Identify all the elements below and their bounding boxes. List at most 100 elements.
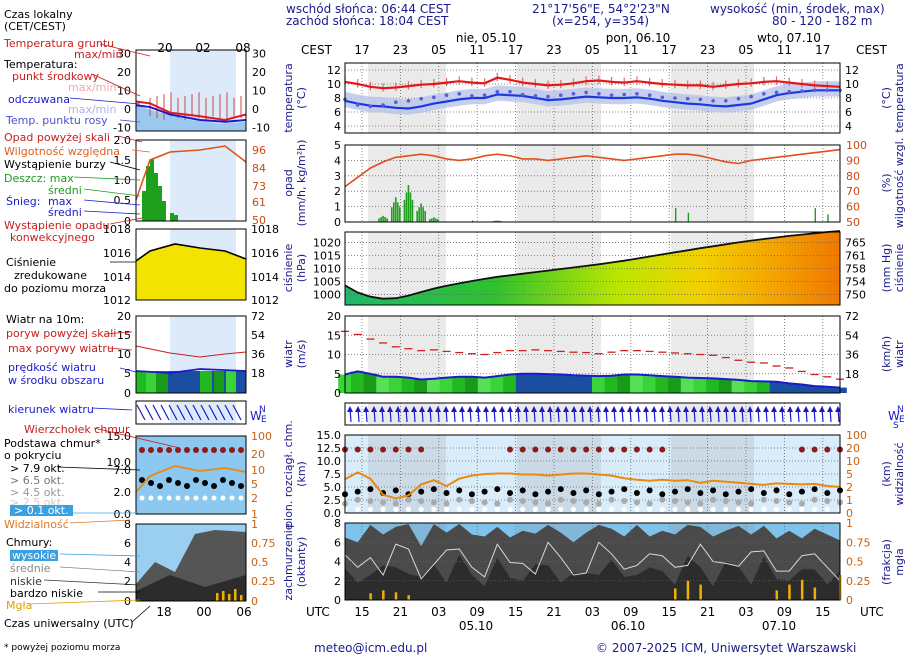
cloud-top-dot [392, 446, 399, 453]
wind-arrow-head [763, 406, 769, 412]
mini-wind-line [135, 368, 247, 374]
axis-fog: mgła [893, 548, 906, 576]
mini-tick: 2.0 [114, 134, 132, 147]
cloud-base-dot [773, 498, 780, 505]
mini-wind-arrow [136, 404, 146, 421]
rain-bar [394, 197, 397, 222]
cloud-base-dot [811, 496, 818, 503]
wind-arrow-head [459, 406, 465, 412]
tick-label: 20 [846, 442, 860, 455]
axis-vis: widzialność [893, 442, 906, 505]
tick-label: 0 [846, 507, 853, 520]
legend-utc: Czas uniwersalny (UTC) [4, 617, 134, 630]
mini-base-dot [175, 495, 181, 501]
dew-point [381, 103, 385, 107]
mini-top-dot [229, 447, 235, 453]
leader-line [83, 188, 141, 197]
leader-line [73, 176, 141, 181]
fog-bar [686, 580, 690, 600]
mini-wind-arrow [168, 404, 178, 421]
dew-point [597, 92, 601, 96]
hour-top: 05 [431, 43, 446, 57]
mini-wind-arrow [192, 404, 202, 421]
mini-tick: 0.75 [251, 537, 276, 550]
mini-felt-area [136, 105, 246, 131]
mini-rain [146, 166, 150, 221]
axis-cc: zachmurzenie [282, 523, 295, 600]
mini-compass-w: W [250, 409, 262, 423]
legend-temp-maxmin: max/min [68, 81, 117, 94]
mini-humidity [135, 145, 247, 201]
tick-label: 5 [846, 468, 853, 481]
leader-line [27, 599, 141, 605]
legend-snow: Śnieg: [6, 195, 41, 208]
wind-arrow-head [691, 406, 697, 412]
hour-top: 05 [585, 43, 600, 57]
mini-base-dot [148, 495, 154, 501]
dew-point [774, 90, 779, 95]
mini-wind-arrow [216, 404, 226, 421]
night-band [671, 403, 754, 425]
leader-line [91, 407, 133, 411]
dew-point [673, 96, 677, 100]
dew-point [470, 94, 474, 98]
hour-top: 17 [508, 43, 523, 57]
mini-base-dot [229, 480, 235, 486]
cloud-base-dot [519, 498, 526, 505]
mini-tick: 10 [117, 85, 131, 98]
mini-base-dot [220, 477, 226, 483]
legend-pressure-3: do poziomu morza [4, 282, 107, 295]
hour-utc: 21 [393, 605, 408, 619]
leader-line [109, 217, 143, 225]
wind-speed-bar [579, 375, 593, 393]
cloud-top-dot [532, 446, 539, 453]
mini-hour-top: 20 [157, 41, 172, 55]
mini-tick: 0 [251, 595, 258, 608]
tick-label: 72 [845, 310, 859, 323]
cloud-base-dot [481, 499, 488, 506]
mini-tick: 0 [124, 215, 131, 228]
fog-bar [800, 579, 804, 600]
day-top: nie, 05.10 [456, 31, 516, 45]
wind-speed-bar [680, 377, 695, 393]
tick-label: 6 [334, 536, 341, 549]
hour-utc: 21 [546, 605, 561, 619]
cloud-base-dot [798, 488, 805, 495]
wind-speed-bar [439, 377, 454, 393]
tick-label: 12 [845, 64, 859, 77]
cloud-base-dot [367, 506, 373, 512]
legend-clouds: Chmury: [6, 536, 53, 549]
fog-bar [382, 590, 385, 600]
panel-frame [344, 315, 841, 394]
rain-bar [422, 207, 424, 222]
mini-tick: 50 [252, 214, 266, 227]
wind-speed-bar [376, 376, 390, 393]
legend-okt79: > 7.9 okt. [10, 462, 65, 475]
mini-wind-color [226, 371, 236, 393]
footer-email[interactable]: meteo@icm.edu.pl [314, 641, 428, 655]
tick-label: 1 [846, 494, 853, 507]
cloud-base-dot [583, 499, 590, 506]
tick-label: 5 [334, 368, 341, 381]
mini-tick: 0.5 [114, 194, 132, 207]
mini-tick: 0 [124, 387, 131, 400]
dew-point [609, 93, 614, 97]
dew-point [432, 95, 436, 100]
wind-speed-bar [528, 373, 543, 393]
cloud-base-dot [672, 506, 678, 512]
panel-frame [344, 231, 841, 306]
mini-top-dot [157, 447, 163, 453]
cloud-base-dot [431, 506, 437, 512]
dew-point [533, 94, 538, 98]
wind-speed-bar [604, 375, 619, 393]
tick-label: 1000 [313, 289, 341, 302]
dew-point [698, 97, 703, 102]
wind-speed-bar [795, 384, 809, 393]
mini-tick: 1 [251, 508, 258, 521]
mini-wind-color [200, 371, 212, 393]
mini-rain [162, 201, 166, 221]
rain-bar [418, 207, 420, 222]
tick-label: 8 [334, 517, 341, 530]
mini-rain [142, 191, 146, 221]
